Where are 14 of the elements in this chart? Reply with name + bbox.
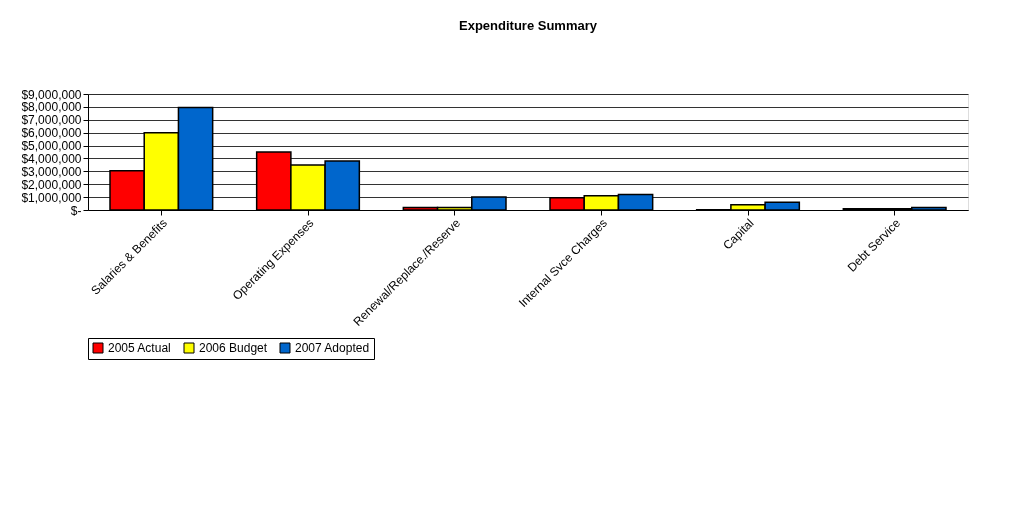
chart-title: Expenditure Summary: [459, 18, 598, 33]
y-tick-label: $8,000,000: [21, 100, 82, 115]
y-tick-label: $5,000,000: [21, 139, 82, 154]
legend-label: 2007 Adopted: [295, 341, 370, 355]
y-tick-label: $7,000,000: [21, 113, 82, 128]
y-tick-label: $-: [70, 203, 82, 218]
y-tick-label: $6,000,000: [21, 126, 82, 141]
y-tick-label: $3,000,000: [21, 164, 82, 179]
y-tick-label: $2,000,000: [21, 177, 82, 192]
y-tick-label: $9,000,000: [21, 87, 82, 102]
y-tick-label: $4,000,000: [21, 151, 82, 166]
legend-label: 2006 Budget: [199, 341, 268, 355]
y-tick-label: $1,000,000: [21, 190, 82, 205]
legend-label: 2005 Actual: [108, 341, 171, 355]
